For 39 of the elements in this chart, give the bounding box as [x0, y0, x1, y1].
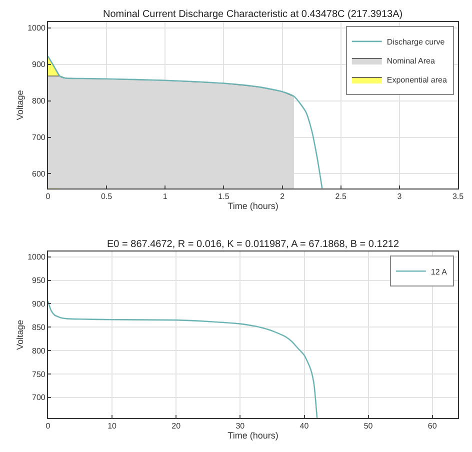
- legend-label: Discharge curve: [386, 38, 446, 47]
- legend-label: Exponential area: [386, 76, 448, 85]
- x-tick-label: 60: [428, 422, 438, 431]
- y-tick-label: 850: [32, 322, 46, 332]
- line-series: [48, 300, 318, 418]
- legend-label: 12 A: [430, 267, 448, 276]
- x-tick-label: 10: [108, 422, 118, 431]
- y-axis-title: Voltage: [14, 90, 25, 120]
- chart-title: Nominal Current Discharge Characteristic at 0.43478C (217.3913A): [103, 9, 403, 20]
- y-tick-label: 900: [32, 299, 46, 308]
- x-tick-label: 1.5: [218, 192, 230, 201]
- x-tick-label: 2: [280, 192, 286, 201]
- x-tick-label: 40: [300, 422, 310, 431]
- x-tick-label: 1: [162, 192, 168, 201]
- y-tick-label: 1000: [28, 24, 46, 33]
- x-tick-label: 2.5: [335, 192, 347, 201]
- x-tick-label: 3: [397, 192, 402, 201]
- x-tick-label: 20: [172, 422, 182, 431]
- chart-title: E0 = 867.4672, R = 0.016, K = 0.011987, A = 67.1868, B = 0.1212: [107, 239, 400, 250]
- x-tick-label: 0.5: [101, 192, 113, 201]
- y-tick-label: 800: [32, 346, 46, 356]
- x-tick-label: 30: [236, 422, 246, 431]
- y-tick-label: 950: [32, 276, 46, 286]
- x-axis-title: Time (hours): [228, 200, 278, 211]
- y-tick-label: 900: [32, 60, 46, 70]
- y-tick-label: 700: [32, 133, 46, 142]
- x-tick-label: 0: [46, 192, 51, 201]
- x-tick-label: 3.5: [452, 192, 464, 201]
- y-tick-label: 800: [32, 96, 46, 106]
- legend-label: Nominal Area: [386, 56, 436, 66]
- y-tick-label: 600: [32, 170, 46, 179]
- x-tick-label: 50: [364, 422, 374, 431]
- y-tick-label: 700: [32, 393, 46, 402]
- y-tick-label: 1000: [28, 252, 46, 262]
- y-axis-title: Voltage: [14, 320, 25, 350]
- x-tick-label: 0: [46, 422, 51, 431]
- y-tick-label: 750: [32, 370, 46, 379]
- line-series: [48, 56, 323, 188]
- x-axis-title: Time (hours): [228, 430, 278, 441]
